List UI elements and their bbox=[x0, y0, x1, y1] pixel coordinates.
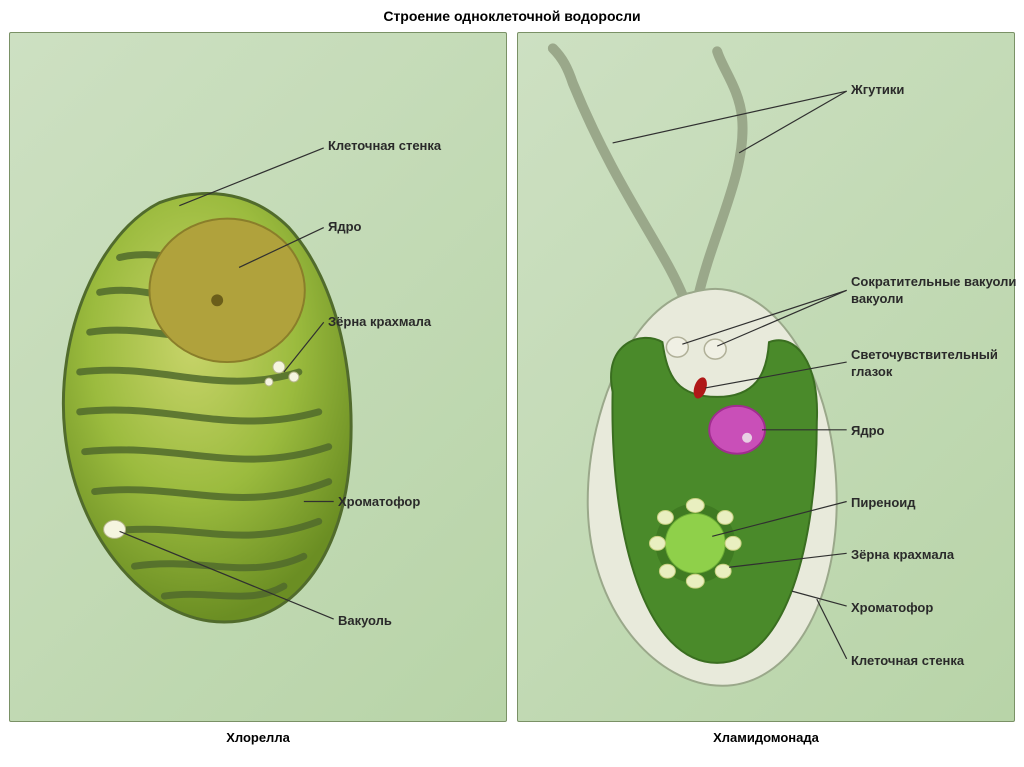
diagram-chlorella bbox=[10, 33, 506, 721]
caption-chlorella: Хлорелла bbox=[9, 722, 507, 745]
label-chrom-r: Хроматофор bbox=[851, 600, 933, 615]
label-chromatophore: Хроматофор bbox=[338, 494, 420, 509]
label-starch: Зёрна крахмала bbox=[328, 314, 431, 329]
label-cell-wall: Клеточная стенка bbox=[328, 138, 441, 153]
panel-chlorella: Клеточная стенка Ядро Зёрна крахмала Хро… bbox=[9, 32, 507, 722]
label-eyespot-2: глазок bbox=[851, 364, 892, 379]
panel-chlamydomonas: Жгутики Сократительные вакуоли вакуоли С… bbox=[517, 32, 1015, 722]
label-contr-vac-2: вакуоли bbox=[851, 291, 903, 306]
diagram-chlamydomonas bbox=[518, 33, 1014, 721]
label-starch-r: Зёрна крахмала bbox=[851, 547, 954, 562]
label-cellwall-r: Клеточная стенка bbox=[851, 653, 964, 668]
label-contr-vac-1: Сократительные вакуоли bbox=[851, 274, 1016, 289]
page-title: Строение одноклеточной водоросли bbox=[0, 0, 1024, 32]
label-pyrenoid: Пиреноид bbox=[851, 495, 916, 510]
label-eyespot-1: Светочувствительный bbox=[851, 347, 998, 362]
label-nucleus: Ядро bbox=[328, 219, 361, 234]
label-vacuole: Вакуоль bbox=[338, 613, 392, 628]
label-flagella: Жгутики bbox=[851, 82, 904, 97]
caption-chlamydomonas: Хламидомонада bbox=[517, 722, 1015, 745]
label-nucleus-r: Ядро bbox=[851, 423, 884, 438]
